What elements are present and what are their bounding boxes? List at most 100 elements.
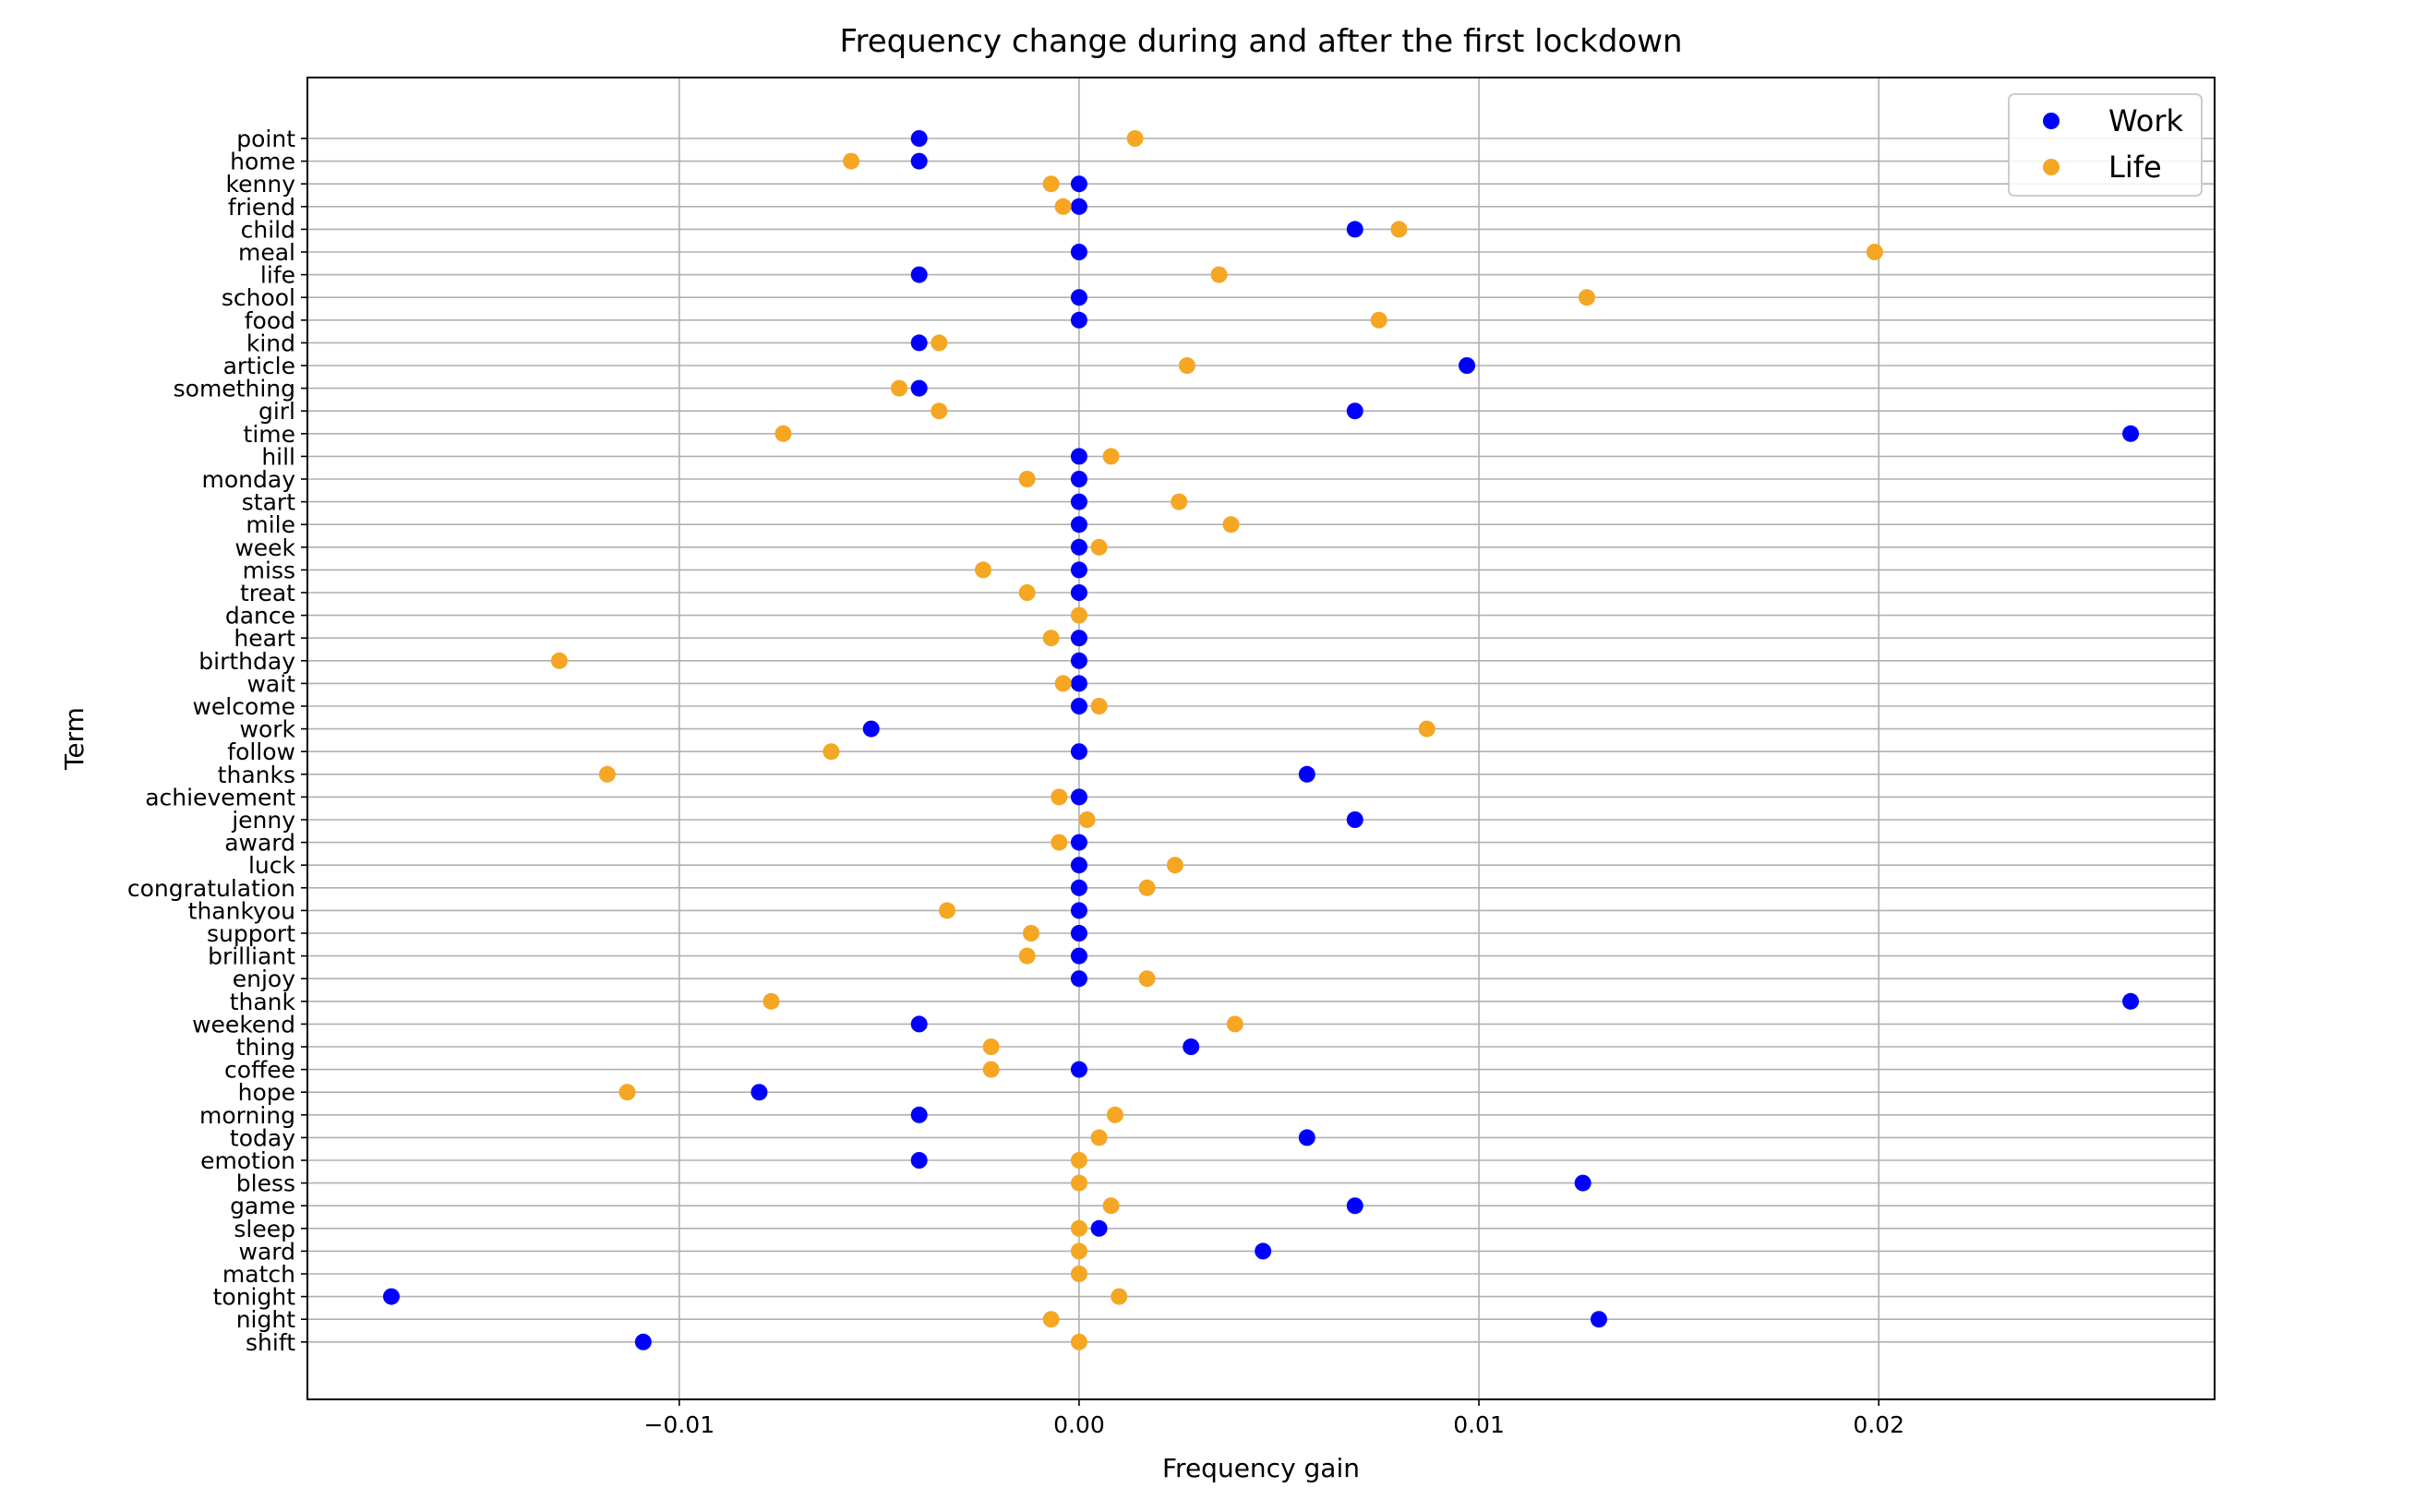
plot-frame (306, 77, 2216, 1400)
y-tick-label: work (240, 716, 296, 743)
point-life-luck (1166, 857, 1183, 874)
y-tick-label: birthday (198, 648, 295, 675)
point-work-mile (1070, 516, 1087, 534)
point-life-night (1042, 1311, 1060, 1328)
y-tick-label: something (174, 376, 295, 402)
point-work-thanks (1298, 765, 1315, 783)
y-tick-label: enjoy (233, 966, 295, 992)
point-life-bless (1070, 1174, 1087, 1192)
point-work-something (910, 379, 928, 397)
point-life-dance (1070, 606, 1087, 624)
y-tick-label: today (230, 1124, 295, 1151)
y-tick-label: time (244, 421, 295, 448)
y-tick-label: welcome (192, 693, 295, 720)
y-axis-ticks: pointhomekennyfriendchildmeallifeschoolf… (127, 126, 307, 1356)
point-life-award (1051, 834, 1068, 851)
y-tick-label: sleep (234, 1216, 295, 1242)
point-work-ward (1255, 1242, 1272, 1260)
point-life-thank (763, 992, 780, 1010)
y-tick-label: brilliant (208, 943, 295, 970)
point-life-child (1390, 221, 1408, 238)
grid-lines (307, 78, 2215, 1399)
point-life-kenny (1042, 175, 1060, 193)
point-life-hope (619, 1084, 636, 1101)
y-tick-label: wait (246, 670, 295, 697)
point-work-meal (1070, 244, 1087, 260)
y-tick-label: ward (239, 1238, 295, 1265)
point-work-jenny (1346, 811, 1363, 828)
point-life-work (1418, 720, 1435, 738)
point-work-school (1070, 289, 1087, 306)
legend: Work Life (2008, 93, 2203, 197)
point-work-treat (1070, 584, 1087, 601)
point-work-hope (751, 1084, 768, 1101)
point-work-brilliant (1070, 947, 1087, 965)
point-work-kenny (1070, 175, 1087, 193)
y-tick-label: achievement (145, 784, 295, 810)
point-life-girl (931, 402, 948, 420)
y-tick-label: congratulation (127, 875, 295, 902)
y-tick-label: thankyou (188, 897, 295, 924)
point-life-game (1102, 1197, 1120, 1215)
point-work-today (1298, 1129, 1315, 1146)
point-life-brilliant (1018, 947, 1036, 965)
x-axis-label: Frequency gain (1162, 1453, 1360, 1483)
y-tick-label: tonight (213, 1284, 296, 1311)
point-life-monday (1018, 471, 1036, 487)
y-tick-label: dance (225, 603, 295, 630)
x-tick-label: 0.02 (1853, 1411, 1904, 1438)
point-work-enjoy (1070, 970, 1087, 988)
y-tick-label: weekend (192, 1011, 295, 1038)
y-axis-label: Term (59, 707, 90, 771)
point-work-hill (1070, 448, 1087, 465)
point-life-hill (1102, 448, 1120, 465)
point-work-award (1070, 834, 1087, 851)
x-axis-ticks: −0.01 0.00 0.01 0.02 (643, 1399, 1904, 1438)
y-tick-label: support (207, 920, 295, 947)
y-tick-label: life (260, 262, 295, 289)
y-tick-label: mile (246, 511, 295, 538)
point-work-work (862, 720, 880, 738)
y-tick-label: shift (246, 1329, 295, 1356)
x-tick-label: −0.01 (643, 1411, 715, 1438)
y-tick-label: article (223, 353, 295, 379)
legend-marker-work (2043, 113, 2060, 129)
point-work-night (1590, 1311, 1607, 1328)
y-tick-label: kenny (226, 171, 296, 198)
point-work-monday (1070, 471, 1087, 487)
point-life-life (1210, 266, 1228, 283)
point-work-start (1070, 493, 1087, 510)
y-tick-label: start (242, 489, 295, 516)
point-life-food (1370, 311, 1387, 329)
point-life-today (1090, 1129, 1108, 1146)
point-life-shift (1070, 1333, 1087, 1350)
point-work-friend (1070, 198, 1087, 215)
point-life-emotion (1070, 1152, 1087, 1169)
point-life-heart (1042, 630, 1060, 647)
y-tick-label: thing (236, 1034, 295, 1061)
point-life-jenny (1078, 811, 1096, 828)
y-tick-label: treat (240, 580, 295, 606)
point-life-kind (931, 334, 948, 352)
point-life-coffee (982, 1061, 1000, 1078)
point-life-meal (1866, 244, 1883, 260)
x-tick-label: 0.00 (1053, 1411, 1105, 1438)
y-tick-label: thank (230, 989, 296, 1015)
point-work-child (1346, 221, 1363, 238)
point-work-wait (1070, 675, 1087, 692)
y-tick-label: luck (248, 852, 296, 879)
point-life-support (1022, 925, 1039, 942)
point-work-achievement (1070, 788, 1087, 806)
y-tick-label: friend (228, 194, 295, 221)
point-life-thing (982, 1038, 1000, 1055)
point-life-tonight (1111, 1288, 1128, 1305)
point-life-school (1578, 289, 1595, 306)
point-life-article (1178, 357, 1195, 374)
point-work-food (1070, 311, 1087, 329)
data-points (382, 130, 2140, 1350)
point-work-bless (1574, 1174, 1591, 1192)
point-life-ward (1070, 1242, 1087, 1260)
point-life-achievement (1051, 788, 1068, 806)
point-work-time (2122, 425, 2140, 442)
